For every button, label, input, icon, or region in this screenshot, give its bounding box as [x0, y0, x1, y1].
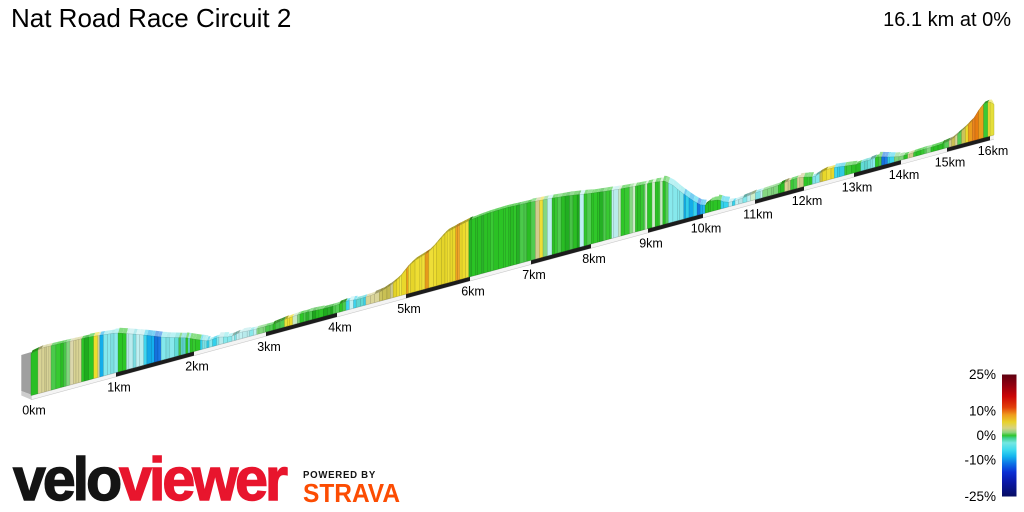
svg-text:10km: 10km — [691, 222, 722, 236]
svg-text:Nat Road Race Circuit 2: Nat Road Race Circuit 2 — [11, 3, 291, 33]
svg-text:11km: 11km — [743, 208, 773, 222]
svg-text:POWERED BY: POWERED BY — [303, 469, 376, 481]
svg-text:4km: 4km — [328, 321, 352, 335]
svg-text:10%: 10% — [969, 404, 996, 419]
svg-text:16km: 16km — [978, 144, 1009, 158]
svg-text:6km: 6km — [461, 285, 485, 299]
svg-text:STRAVA: STRAVA — [303, 478, 400, 508]
svg-text:0%: 0% — [976, 428, 996, 443]
svg-text:25%: 25% — [969, 367, 996, 382]
svg-text:2km: 2km — [185, 359, 209, 373]
svg-text:3km: 3km — [257, 340, 281, 354]
svg-text:-10%: -10% — [964, 452, 996, 467]
svg-text:13km: 13km — [842, 181, 873, 195]
svg-text:12km: 12km — [792, 194, 823, 208]
svg-text:5km: 5km — [397, 302, 421, 316]
svg-text:9km: 9km — [639, 237, 663, 251]
svg-text:14km: 14km — [889, 168, 920, 182]
svg-text:8km: 8km — [582, 252, 606, 266]
svg-text:-25%: -25% — [964, 489, 996, 504]
svg-text:veloviewer: veloviewer — [13, 446, 288, 512]
svg-text:15km: 15km — [935, 156, 966, 170]
svg-text:16.1 km at 0%: 16.1 km at 0% — [883, 9, 1011, 31]
svg-text:1km: 1km — [107, 380, 131, 394]
svg-text:0km: 0km — [22, 403, 46, 417]
svg-text:7km: 7km — [522, 268, 546, 282]
